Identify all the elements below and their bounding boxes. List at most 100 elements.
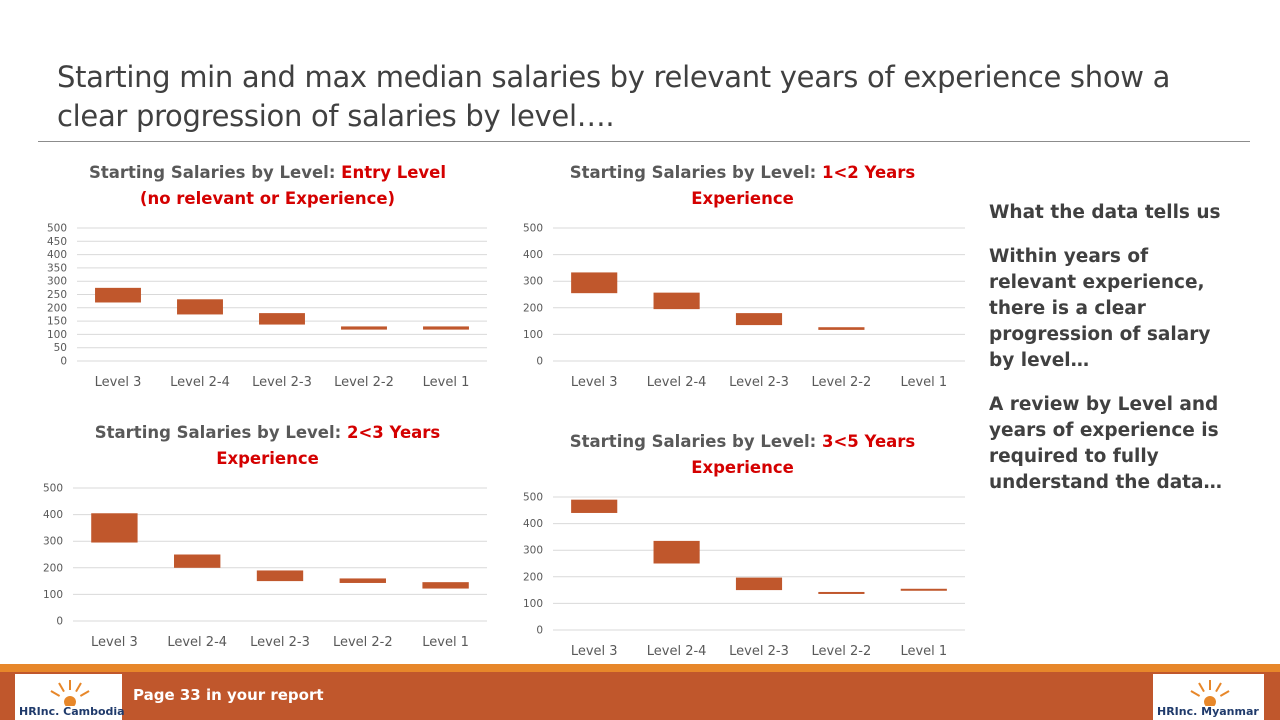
y-tick-label: 300 (43, 536, 63, 548)
salary-range-bar (91, 513, 138, 543)
chart-title-highlight: 1<2 Years (821, 163, 916, 182)
chart-title-plain: Starting Salaries by Level: (569, 163, 817, 182)
salary-range-bar (174, 554, 221, 568)
insight-paragraph: Within years of relevant experience, the… (989, 246, 1211, 371)
x-category-label: Level 3 (571, 375, 618, 390)
salary-range-bar (422, 582, 469, 589)
y-tick-label: 300 (523, 545, 543, 557)
y-tick-label: 100 (523, 598, 543, 610)
y-tick-label: 200 (47, 302, 67, 314)
y-tick-label: 400 (47, 249, 67, 261)
chart-title-highlight-line2: Experience (691, 458, 794, 477)
salary-range-bar (900, 588, 947, 591)
y-tick-label: 200 (523, 302, 543, 314)
x-category-label: Level 1 (423, 375, 470, 390)
insight-heading: What the data tells us (989, 202, 1221, 223)
sunburst-logo-icon (50, 680, 90, 706)
y-tick-label: 0 (536, 625, 543, 637)
salary-range-bar (735, 577, 783, 591)
footer-page-reference: Page 33 in your report (133, 686, 324, 704)
salary-range-bar (341, 326, 387, 330)
sunburst-logo-icon (1190, 680, 1230, 706)
chart-title-plain: Starting Salaries by Level: (569, 432, 817, 451)
salary-range-bar (571, 272, 618, 294)
footer-accent-stripe (0, 664, 1280, 672)
x-category-label: Level 2-4 (167, 635, 227, 650)
y-tick-label: 300 (523, 276, 543, 288)
insight-paragraph: A review by Level and years of experienc… (989, 394, 1223, 493)
salary-range-bar (177, 299, 223, 315)
x-category-label: Level 2-2 (333, 635, 393, 650)
x-category-label: Level 3 (91, 635, 138, 650)
chart-title: Starting Salaries by Level: 1<2 Years Ex… (515, 160, 970, 212)
chart-entry-level: Starting Salaries by Level: Entry Level … (40, 160, 495, 400)
chart-title: Starting Salaries by Level: 3<5 Years Ex… (515, 429, 970, 481)
salary-range-bar (653, 540, 700, 564)
x-category-label: Level 2-2 (812, 375, 872, 390)
chart-3-5-years: Starting Salaries by Level: 3<5 Years Ex… (515, 428, 970, 662)
x-category-label: Level 3 (571, 644, 618, 659)
x-category-label: Level 2-2 (812, 644, 872, 659)
y-tick-label: 150 (47, 316, 67, 328)
y-tick-label: 100 (523, 329, 543, 341)
y-tick-label: 400 (523, 518, 543, 530)
salary-range-bar (571, 499, 618, 513)
salary-range-bar (95, 287, 141, 303)
insight-panel: What the data tells us Within years of r… (989, 200, 1239, 514)
logo-text: HRInc. Cambodia (19, 705, 125, 718)
slide-title: Starting min and max median salaries by … (57, 60, 1171, 133)
chart-title-highlight-line2: Experience (691, 189, 794, 208)
chart-title-highlight-line2: (no relevant or Experience) (139, 189, 396, 208)
x-category-label: Level 1 (900, 644, 947, 659)
y-tick-label: 100 (43, 589, 63, 601)
y-tick-label: 250 (47, 289, 67, 301)
x-category-label: Level 2-3 (729, 644, 789, 659)
x-category-label: Level 2-3 (729, 375, 789, 390)
y-tick-label: 50 (54, 342, 67, 354)
x-category-label: Level 2-4 (647, 644, 707, 659)
chart-title-plain: Starting Salaries by Level: (94, 423, 342, 442)
y-tick-label: 200 (523, 571, 543, 583)
chart-1-2-years: Starting Salaries by Level: 1<2 Years Ex… (515, 160, 970, 400)
y-tick-label: 400 (523, 249, 543, 261)
chart-title-plain: Starting Salaries by Level: (88, 163, 336, 182)
x-category-label: Level 2-3 (252, 375, 312, 390)
y-tick-label: 200 (43, 562, 63, 574)
x-category-label: Level 2-2 (334, 375, 394, 390)
chart-plot: 0 100 200 300 400 500 Level 3 Level 2-4 Level 2-… (523, 492, 965, 659)
x-category-label: Level 3 (95, 375, 142, 390)
x-category-label: Level 2-4 (170, 375, 230, 390)
salary-range-bar (653, 292, 700, 310)
logo-hrinc-myanmar: HRInc. Myanmar (1153, 674, 1264, 720)
salary-range-bar (818, 327, 865, 330)
y-tick-label: 500 (523, 223, 543, 235)
salary-range-bar (339, 578, 386, 583)
y-tick-label: 400 (43, 509, 63, 521)
y-tick-label: 100 (47, 329, 67, 341)
y-tick-label: 300 (47, 276, 67, 288)
salary-range-bar (423, 326, 469, 330)
salary-range-bar (818, 591, 865, 594)
x-category-label: Level 2-4 (647, 375, 707, 390)
chart-plot: 0 100 200 300 400 500 Level 3 Level 2-4 Level 2-… (43, 483, 487, 650)
x-category-label: Level 2-3 (250, 635, 310, 650)
x-category-label: Level 1 (422, 635, 469, 650)
footer-bar (0, 672, 1280, 720)
logo-text: HRInc. Myanmar (1157, 705, 1259, 718)
salary-range-bar (259, 313, 305, 325)
y-tick-label: 500 (43, 483, 63, 495)
chart-title-highlight: 2<3 Years (346, 423, 441, 442)
chart-2-3-years: Starting Salaries by Level: 2<3 Years Ex… (40, 420, 495, 660)
chart-title: Starting Salaries by Level: Entry Level … (40, 160, 495, 212)
title-divider (38, 141, 1250, 142)
y-tick-label: 500 (47, 223, 67, 235)
y-tick-label: 500 (523, 492, 543, 504)
chart-title-highlight: 3<5 Years (821, 432, 916, 451)
salary-range-bar (256, 570, 304, 582)
y-tick-label: 450 (47, 236, 67, 248)
chart-title-highlight-line2: Experience (216, 449, 319, 468)
chart-title-highlight: Entry Level (341, 163, 447, 182)
chart-plot: 0 100 200 300 400 500 Level 3 Level 2-4 Level 2-… (523, 223, 965, 390)
y-tick-label: 0 (56, 616, 63, 628)
